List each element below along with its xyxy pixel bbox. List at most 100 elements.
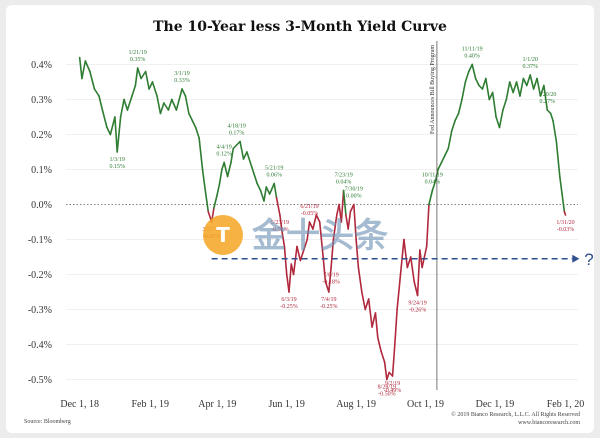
series-segment [485, 77, 491, 101]
series-segment [563, 210, 567, 216]
annotation-value: -0.18% [322, 280, 340, 286]
series-segment [218, 168, 223, 185]
series-segment [292, 245, 298, 276]
annotation-date: 1/1/20 [523, 57, 538, 63]
series-segment [101, 109, 108, 129]
x-tick-label: Jun 1, 19 [269, 399, 305, 410]
annotation-date: 1/3/19 [110, 157, 125, 163]
annotation-date: 4/18/19 [227, 124, 245, 130]
annotation-value: -0.05% [301, 211, 319, 217]
series-segment [508, 81, 514, 94]
series-segment [131, 84, 137, 97]
series-segment [78, 56, 83, 80]
series-segment [383, 361, 388, 381]
series-segment [204, 186, 210, 213]
series-segment [308, 221, 314, 230]
series-segment [512, 81, 518, 94]
watermark-icon-letter: T [216, 223, 230, 247]
series-segment [440, 154, 446, 164]
x-tick-label: Feb 1, 20 [547, 399, 585, 410]
series-segment [376, 336, 382, 353]
series-segment [259, 189, 265, 202]
series-segment [296, 245, 302, 262]
annotation-value: -0.26% [409, 308, 427, 314]
series-segment [239, 140, 245, 160]
series-segment [549, 112, 554, 122]
series-segment [495, 116, 501, 129]
series-segment [423, 245, 428, 258]
series-segment [312, 214, 318, 230]
series-segment [148, 81, 154, 90]
series-segment [481, 77, 487, 90]
website-link[interactable]: www.biancoresearch.com [518, 420, 580, 426]
series-segment [226, 161, 232, 178]
x-tick-label: Feb 1, 19 [131, 399, 169, 410]
series-segment [416, 249, 421, 297]
series-segment [342, 189, 347, 216]
series-segment [171, 98, 178, 111]
series-segment [380, 350, 386, 363]
series-segment [450, 119, 456, 132]
series-segment [288, 263, 293, 293]
series-segment [198, 137, 204, 171]
annotation-date: 7/4/19 [321, 297, 336, 303]
annotation-date: 7/8/19 [323, 273, 338, 279]
series-segment [81, 60, 87, 80]
x-tick-label: Oct 1, 19 [407, 399, 444, 410]
series-segment [467, 63, 473, 73]
y-tick-label: 0.3% [31, 95, 52, 106]
series-segment [464, 70, 470, 83]
annotation-date: 8/28/19 [378, 385, 396, 391]
annotation-value: -0.49% [384, 388, 402, 394]
annotation-value: 0.15% [109, 164, 125, 170]
series-segment [374, 312, 379, 339]
series-segment [216, 182, 221, 195]
x-axis-ticks: Dec 1, 18 Feb 1, 19 Apr 1, 19 Jun 1, 19 Aug … [60, 399, 584, 410]
series-segment [263, 186, 268, 202]
y-tick-label: -0.3% [28, 305, 52, 316]
annotation-date: 9/2/19 [385, 381, 400, 387]
annotation-date: 7/30/19 [345, 187, 363, 193]
y-tick-label: -0.5% [28, 375, 52, 386]
series-segment [123, 98, 129, 111]
overlay-layer: Fed Announces Bill Buying Program? T 金十头条 [203, 41, 594, 390]
series-segment [454, 112, 460, 122]
series-segment [367, 298, 373, 328]
series-segment [394, 308, 398, 346]
series-segment [428, 189, 434, 206]
series-segment [461, 81, 467, 101]
series-segment [181, 88, 187, 97]
annotation-date: 1/21/19 [129, 50, 147, 56]
series-segment [114, 116, 118, 153]
series-segment [306, 221, 311, 241]
series-segment [419, 249, 423, 269]
projection-arrowhead [572, 254, 580, 263]
annotation-value: -0.03% [557, 227, 575, 233]
series-segment [126, 95, 133, 111]
series-segment [315, 214, 321, 223]
annotation-value: 0.33% [174, 78, 190, 84]
series-segment [151, 81, 158, 97]
series-segment [134, 67, 139, 87]
y-tick-label: 0.0% [31, 200, 52, 211]
series-segment [156, 95, 162, 115]
series-segment [273, 182, 278, 199]
watermark-text: 金十头条 [251, 216, 388, 256]
annotation-date: 4/4/19 [216, 145, 231, 151]
series-segment [106, 126, 112, 136]
series-segment [347, 210, 352, 230]
y-axis-ticks: 0.4% 0.3% 0.2% 0.1% 0.0% -0.1% -0.2% -0.3% -0.4%… [28, 60, 52, 386]
annotation-value: -0.25% [280, 304, 298, 310]
series-segment [561, 193, 566, 213]
x-tick-label: Apr 1, 19 [198, 399, 236, 410]
x-tick-label: Dec 1, 19 [476, 399, 515, 410]
series-segment [425, 203, 430, 248]
y-tick-label: -0.2% [28, 270, 52, 281]
y-tick-label: -0.1% [28, 235, 52, 246]
series-segment [109, 116, 116, 136]
series-segment [279, 214, 283, 234]
annotation-date: 10/11/19 [422, 173, 443, 179]
chart-title: The 10-Year less 3-Month Yield Curve [153, 19, 447, 35]
series-segment [406, 256, 412, 269]
series-segment [230, 147, 235, 164]
